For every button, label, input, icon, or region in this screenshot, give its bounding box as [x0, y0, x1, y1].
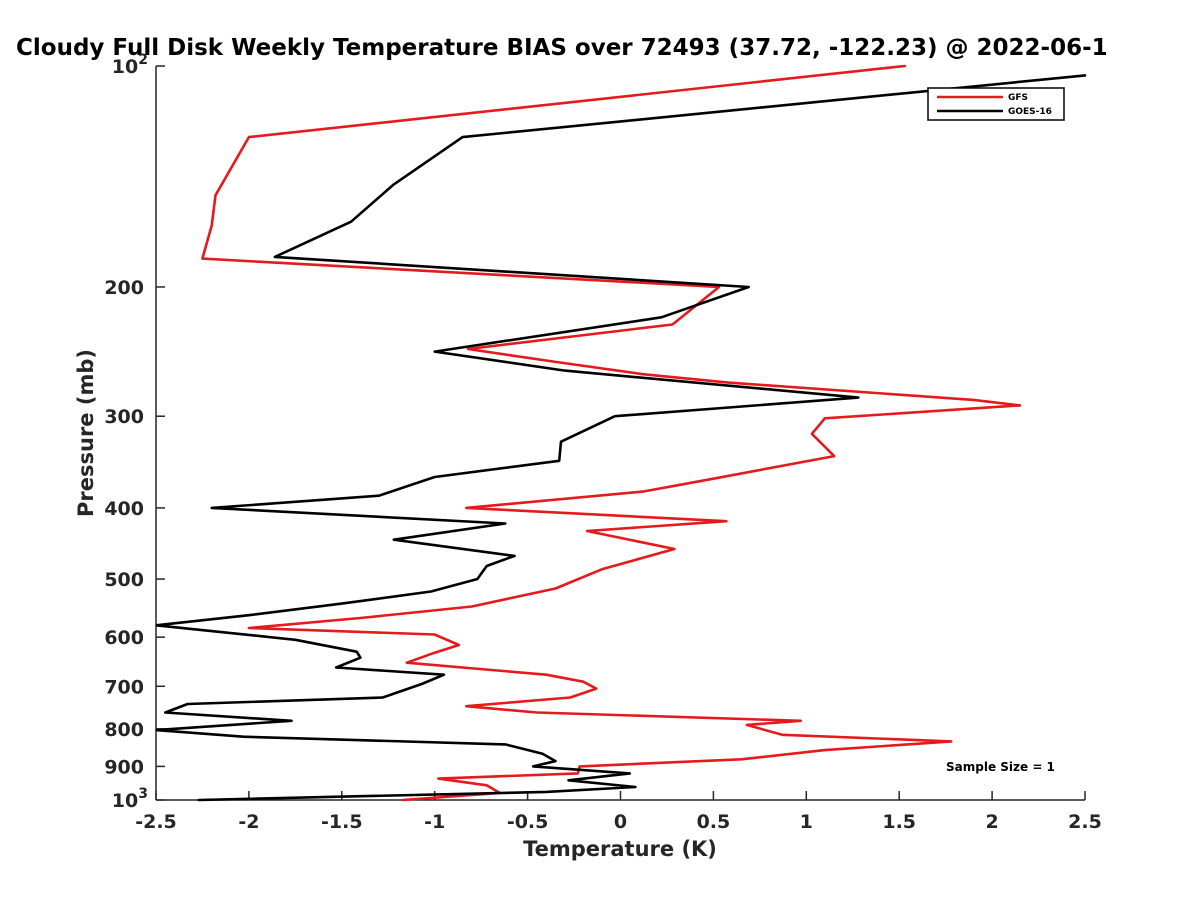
- x-tick-label: -0.5: [507, 811, 549, 833]
- legend-label-gfs: GFS: [1008, 93, 1028, 103]
- series-lines: [156, 64, 1087, 802]
- y-tick-label: 300: [104, 406, 144, 428]
- x-axis-title: Temperature (K): [523, 837, 717, 861]
- x-tick-label: 0: [614, 811, 627, 833]
- x-tick-label: 1.5: [882, 811, 916, 833]
- y-tick-label: 700: [104, 676, 144, 698]
- y-tick-label: 102: [112, 52, 148, 78]
- x-tick-label: 0.5: [697, 811, 731, 833]
- x-axis-ticks: -2.5 -2 -1.5 -1 -0.5 0 0.5 1 1.5 2 2.5: [135, 791, 1102, 833]
- x-tick-label: 2: [985, 811, 998, 833]
- x-tick-label: 2.5: [1068, 811, 1102, 833]
- y-tick-label: 200: [104, 277, 144, 299]
- x-tick-label: -2: [238, 811, 259, 833]
- plot-axes: [155, 66, 1085, 801]
- y-tick-label: 400: [104, 498, 144, 520]
- x-tick-label: -1.5: [321, 811, 363, 833]
- legend: GFS GOES-16: [927, 87, 1065, 121]
- y-tick-label: 103: [112, 786, 148, 812]
- legend-label-goes16: GOES-16: [1008, 107, 1052, 117]
- x-tick-label: -1: [424, 811, 445, 833]
- y-tick-label: 900: [104, 756, 144, 778]
- series-line-gfs: [201, 64, 1022, 802]
- chart-title: Cloudy Full Disk Weekly Temperature BIAS…: [16, 35, 1108, 61]
- legend-box: [927, 87, 1065, 121]
- y-axis-title: Pressure (mb): [74, 349, 98, 517]
- x-tick-label: 1: [800, 811, 813, 833]
- sample-size-annotation: Sample Size = 1: [946, 760, 1055, 774]
- y-tick-label: 600: [104, 627, 144, 649]
- y-axis-ticks: 102 200 300 400 500 600 700 800 900 103: [104, 52, 165, 812]
- series-line-goes-16: [156, 74, 1087, 802]
- y-tick-label: 800: [104, 719, 144, 741]
- x-tick-label: -2.5: [135, 811, 177, 833]
- y-tick-label: 500: [104, 569, 144, 591]
